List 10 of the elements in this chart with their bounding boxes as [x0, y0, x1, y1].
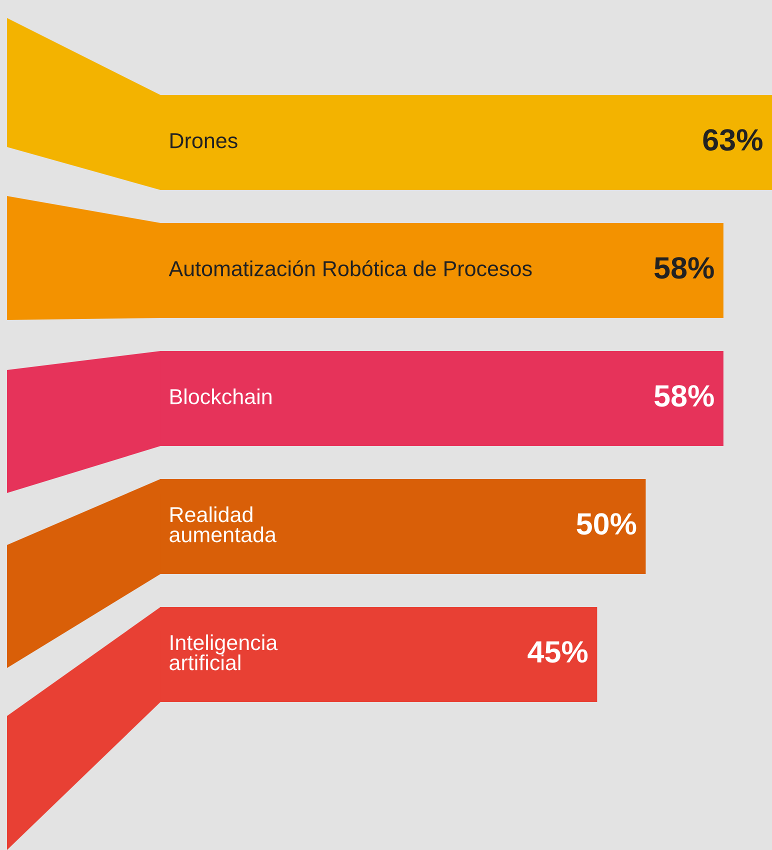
y-tick-label: Drones: [170, 133, 238, 148]
y-tick-label: Inteligencia artificial: [170, 634, 278, 670]
y-tick-label: Blockchain: [170, 388, 272, 404]
data-label: 58%: [654, 385, 714, 407]
y-tick-label: Realidad aumentada: [170, 506, 276, 542]
data-label: 63%: [703, 129, 762, 151]
data-label: 45%: [528, 641, 588, 663]
data-label: 50%: [576, 513, 636, 535]
data-label: 58%: [654, 257, 714, 279]
y-tick-label: Automatización Robótica de Procesos: [168, 260, 532, 276]
